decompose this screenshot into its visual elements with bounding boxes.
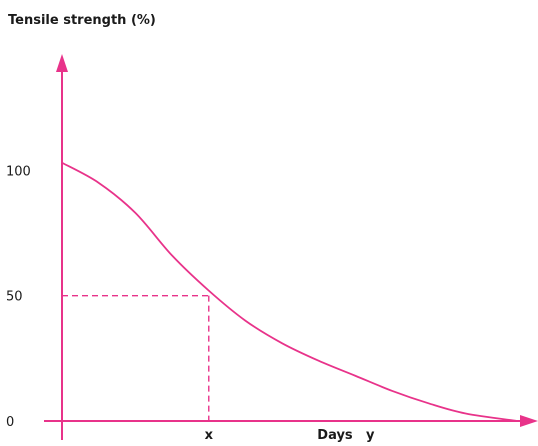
x-axis-title: Days <box>317 428 353 443</box>
y-tick-label: 0 <box>6 415 14 430</box>
y-tick-label: 50 <box>6 290 23 305</box>
y-axis-title: Tensile strength (%) <box>8 13 156 28</box>
axes <box>44 54 538 440</box>
x-axis-arrow <box>520 415 538 427</box>
x-tick-label: y <box>366 428 375 443</box>
guide-lines <box>62 294 210 421</box>
tensile-strength-curve <box>61 161 518 422</box>
tick-labels: 100 50 0 x y <box>6 164 375 443</box>
x-tick-label: x <box>205 428 214 443</box>
series-layer <box>61 161 518 422</box>
y-tick-label: 100 <box>6 164 31 179</box>
y-axis-arrow <box>56 54 68 72</box>
